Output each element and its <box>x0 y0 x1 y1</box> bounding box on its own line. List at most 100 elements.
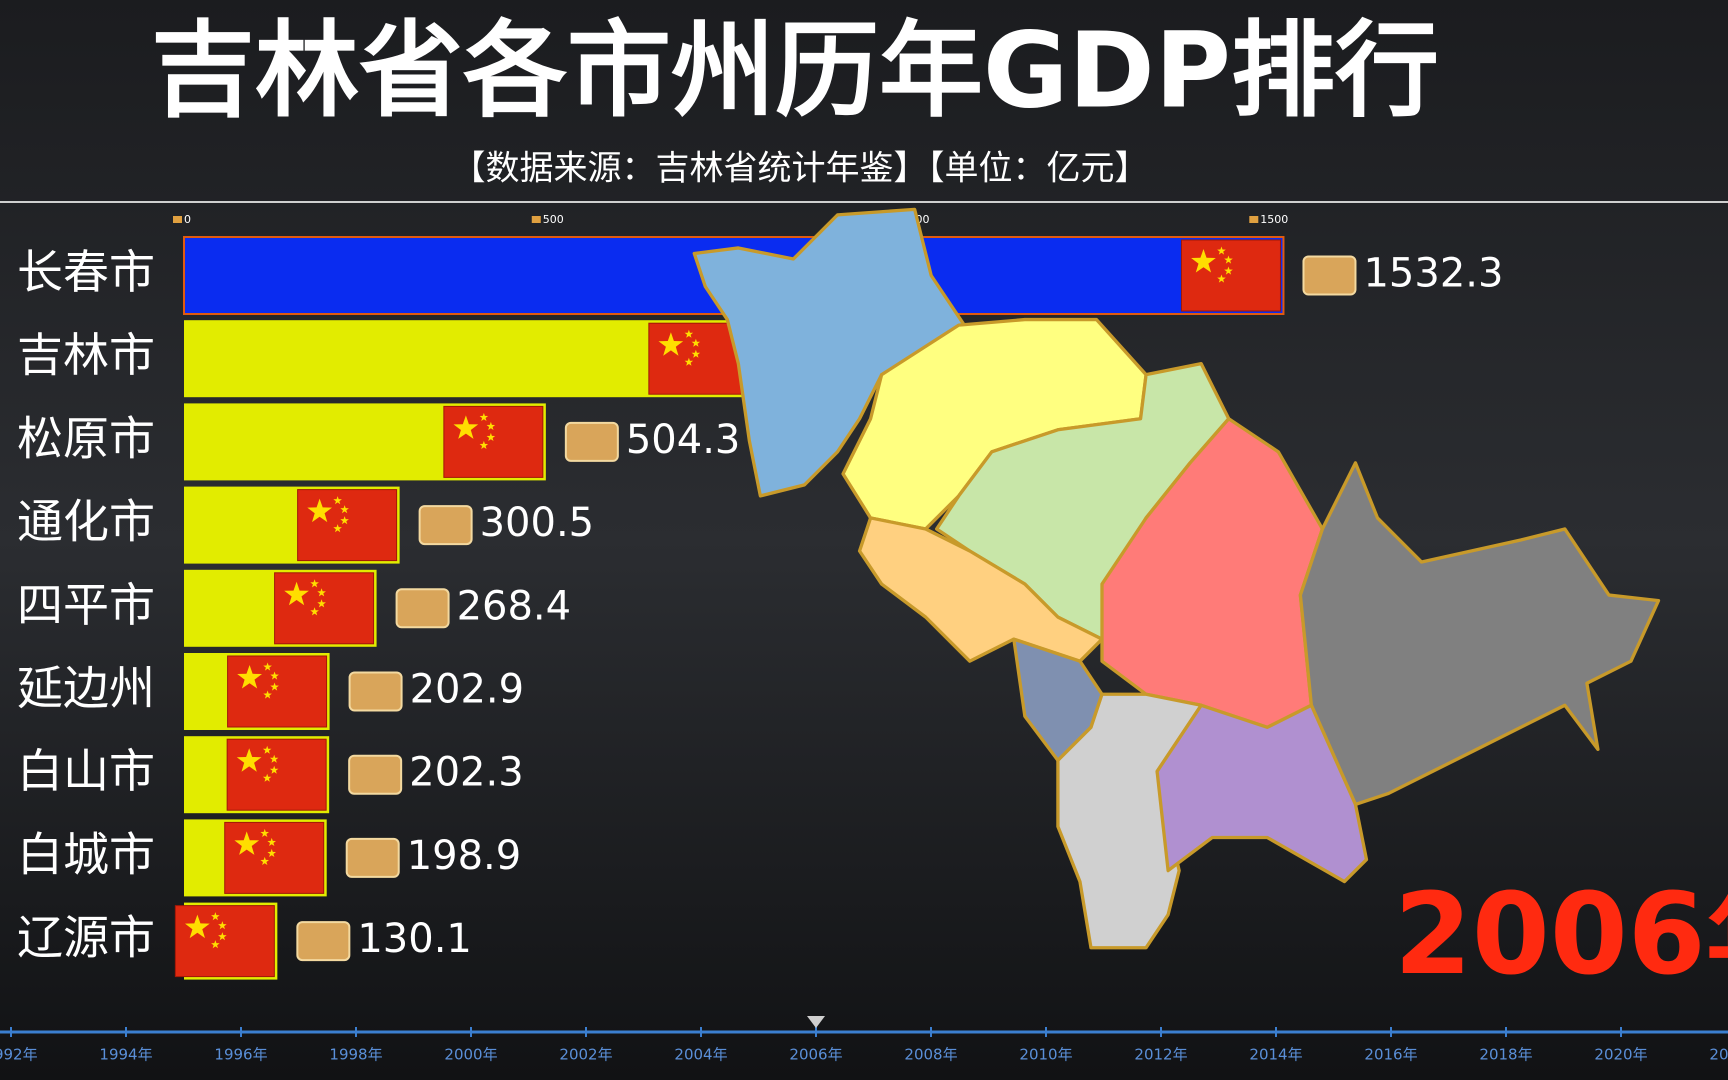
category-label: 白城市 <box>17 827 155 881</box>
flag-star <box>262 745 272 754</box>
category-label: 四平市 <box>17 578 155 632</box>
money-icon <box>296 921 351 962</box>
flag-star <box>237 665 262 689</box>
flag-star <box>340 505 349 514</box>
money-icon <box>348 671 403 712</box>
timeline-label: 2010年 <box>1019 1046 1072 1064</box>
value-label: 202.3 <box>409 750 524 796</box>
flag-star <box>1191 249 1216 273</box>
flag-star <box>340 516 349 525</box>
timeline-label: 2014年 <box>1249 1046 1302 1064</box>
flag-star <box>691 338 701 347</box>
timeline-label: 2008年 <box>904 1046 957 1064</box>
tick-icon <box>531 216 541 223</box>
flag-star <box>263 690 272 699</box>
money-icon <box>345 837 400 878</box>
map-region <box>692 207 966 498</box>
flag <box>227 655 328 728</box>
subtitle: 【数据来源：吉林省统计年鉴】【单位：亿元】 <box>452 149 1149 189</box>
timeline-label: 1996年 <box>214 1046 267 1064</box>
flag-star <box>486 421 496 430</box>
flag-star <box>1217 246 1226 255</box>
flag-star <box>684 357 694 366</box>
timeline-label: 1992年 <box>0 1046 38 1064</box>
flag-star <box>486 432 496 441</box>
flag-star <box>211 912 220 921</box>
flag <box>174 905 275 978</box>
tick-icon <box>1249 216 1259 223</box>
flag-star <box>658 332 684 356</box>
timeline-label: 2018年 <box>1479 1046 1532 1064</box>
flag-star <box>185 914 210 939</box>
timeline-marker <box>807 1016 825 1028</box>
flag-star <box>262 773 272 782</box>
x-tick-label: 1500 <box>1260 213 1288 226</box>
flag-star <box>691 349 701 358</box>
timeline-label: 2006年 <box>789 1046 842 1064</box>
flag-star <box>479 412 489 421</box>
map-region <box>1155 703 1369 884</box>
flag-star <box>269 765 279 774</box>
flag-star <box>1224 255 1233 264</box>
title: 吉林省各市州历年GDP排行 <box>151 9 1439 131</box>
flag <box>274 572 375 645</box>
flag-star <box>270 682 279 691</box>
map <box>692 207 1661 950</box>
bars: 050010001500长春市1532.3吉林市790松原市504.3通化市30… <box>17 213 1503 980</box>
x-tick-label: 500 <box>543 213 564 226</box>
flag-star <box>260 828 269 837</box>
flag-star <box>284 581 309 606</box>
timeline-label: 2002年 <box>559 1046 612 1064</box>
flag-star <box>310 607 319 616</box>
flag <box>443 405 544 478</box>
flag-star <box>236 748 262 772</box>
flag-star <box>211 940 220 949</box>
flag-star <box>333 496 342 505</box>
timeline-label: 1994年 <box>99 1046 152 1064</box>
flag-star <box>260 856 269 865</box>
timeline-label: 2004年 <box>674 1046 727 1064</box>
flag-star <box>218 921 227 930</box>
money-icon <box>395 588 450 629</box>
flag-star <box>307 498 332 523</box>
category-label: 松原市 <box>17 411 155 465</box>
flag-star <box>234 831 260 855</box>
timeline-label: 2000年 <box>444 1046 497 1064</box>
timeline-label: 1998年 <box>329 1046 382 1064</box>
flag-star <box>267 837 276 846</box>
flag <box>226 738 327 811</box>
category-label: 长春市 <box>17 245 155 299</box>
flag <box>1180 239 1281 312</box>
flag-star <box>218 932 227 941</box>
flag-star <box>317 588 326 597</box>
flag-star <box>263 662 272 671</box>
year-label: 2006年 <box>1394 870 1728 1000</box>
value-label: 1532.3 <box>1363 251 1503 297</box>
flag <box>297 489 398 562</box>
flag-star <box>479 440 489 449</box>
value-label: 268.4 <box>457 583 572 629</box>
flag-star <box>684 329 694 338</box>
category-label: 辽源市 <box>17 911 155 965</box>
flag-star <box>317 599 326 608</box>
tick-icon <box>173 216 182 223</box>
timeline-label: 2016年 <box>1364 1046 1417 1064</box>
flag-star <box>453 415 479 439</box>
category-label: 延边州 <box>17 661 155 715</box>
category-label: 白山市 <box>17 744 155 798</box>
flag-star <box>267 848 276 857</box>
value-label: 504.3 <box>626 417 741 463</box>
timeline-label: 2012年 <box>1134 1046 1187 1064</box>
category-label: 吉林市 <box>17 328 155 382</box>
timeline-label: 2020年 <box>1594 1046 1647 1064</box>
flag-star <box>270 671 279 680</box>
value-label: 198.9 <box>407 833 522 879</box>
value-label: 202.9 <box>410 667 525 713</box>
money-icon <box>564 421 619 462</box>
x-tick-label: 0 <box>184 213 191 226</box>
money-icon <box>348 754 403 795</box>
flag <box>224 821 325 894</box>
value-label: 300.5 <box>480 500 595 546</box>
